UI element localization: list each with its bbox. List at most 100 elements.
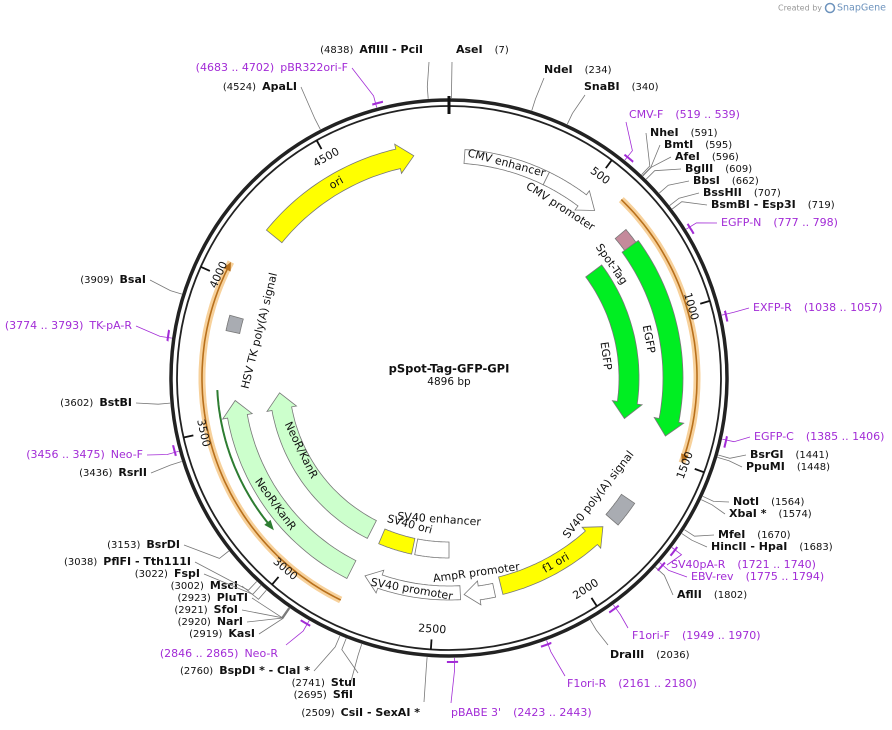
site-name: BglII: [685, 162, 713, 175]
site-name: SfoI: [214, 603, 238, 616]
site-position: (519 .. 539): [675, 108, 740, 121]
primer-label: SV40pA-R (1721 .. 1740): [671, 558, 816, 571]
enzyme-line: [669, 192, 700, 206]
site-name: AflII: [677, 588, 702, 601]
site-name: SfiI: [333, 688, 353, 701]
site-position: (3436): [79, 468, 112, 479]
site-name: PpuMI: [746, 460, 785, 473]
enzyme-line: [531, 77, 545, 111]
site-position: (3602): [60, 398, 93, 409]
primer-mark: [669, 546, 679, 557]
site-name: NdeI: [544, 63, 573, 76]
site-name: CsiI - SexAI *: [341, 706, 421, 719]
orf-head: [681, 453, 689, 463]
enzyme-line: [702, 495, 730, 503]
site-name: BbsI: [693, 174, 720, 187]
feature-arrow: [463, 580, 497, 606]
enzyme-label: BmtI (595): [664, 138, 732, 151]
enzyme-line: [194, 561, 257, 591]
site-position: (719): [808, 200, 835, 211]
primer-line: [624, 121, 633, 161]
site-position: (2923): [177, 593, 210, 604]
feature-label: NeoR/KanR: [252, 475, 299, 533]
tick-label: 2000: [570, 576, 601, 602]
enzyme-line: [566, 94, 586, 125]
feature-label: EGFP: [640, 324, 658, 355]
primer-line: [135, 325, 172, 339]
tick-mark: [699, 300, 711, 305]
enzyme-label: NdeI (234): [544, 63, 612, 76]
primer-mark: [540, 642, 552, 648]
site-position: (1775 .. 1794): [746, 570, 825, 583]
tick-mark: [271, 576, 280, 586]
site-name: PluTI: [217, 591, 248, 604]
enzyme-label: (2923) PluTI: [177, 591, 248, 604]
primer-mark: [723, 435, 728, 449]
enzyme-label: BglII (609): [685, 162, 752, 175]
primer-label: EGFP-N (777 .. 798): [721, 216, 838, 229]
feature-arrow: [585, 264, 644, 420]
primer-mark: [686, 223, 695, 235]
enzyme-label: (4524) ApaLI: [223, 80, 297, 93]
feature-arrow: [364, 569, 462, 601]
site-position: (596): [712, 152, 739, 163]
site-name: BmtI: [664, 138, 693, 151]
orf-head: [223, 262, 231, 272]
orf-line: [216, 390, 270, 525]
site-name: CMV-F: [629, 108, 663, 121]
site-position: (3456 .. 3475): [26, 448, 105, 461]
enzyme-line: [718, 454, 747, 459]
primer-label: CMV-F (519 .. 539): [629, 108, 740, 121]
enzyme-line: [701, 499, 726, 515]
site-name: BsmBI - Esp3I: [711, 198, 796, 211]
enzyme-line: [349, 643, 363, 686]
primer-label: EGFP-C (1385 .. 1406): [754, 430, 884, 443]
enzyme-label: NotI (1564): [733, 495, 804, 508]
primer-line: [546, 640, 566, 677]
enzyme-label: BssHII (707): [703, 186, 781, 199]
feature-arrow: [266, 392, 377, 539]
primer-mark: [623, 153, 634, 163]
tick-mark: [315, 139, 323, 150]
primer-label: (4683 .. 4702) pBR322ori-F: [196, 61, 348, 74]
site-name: pBABE 3': [451, 706, 501, 719]
enzyme-label: AseI (7): [456, 43, 509, 56]
enzyme-label: (3602) BstBI: [60, 396, 132, 409]
site-position: (1949 .. 1970): [682, 629, 761, 642]
site-position: (591): [691, 128, 718, 139]
feature-arrow: [414, 538, 450, 559]
primer-line: [351, 67, 378, 108]
site-position: (4524): [223, 82, 256, 93]
enzyme-label: (2509) CsiI - SexAI *: [301, 706, 420, 719]
site-name: TK-pA-R: [88, 319, 132, 332]
site-name: BstBI: [99, 396, 132, 409]
enzyme-line: [642, 156, 672, 177]
enzyme-line: [717, 457, 743, 468]
map-length: 4896 bp: [427, 376, 471, 388]
enzyme-label: (2695) SfiI: [294, 688, 353, 701]
site-name: Neo-F: [111, 448, 143, 461]
enzyme-label: (2920) NarI: [178, 615, 243, 628]
site-name: SnaBI: [584, 80, 620, 93]
enzyme-label: (3909) BsaI: [80, 273, 146, 286]
enzyme-label: (3038) PflFI - Tth111I: [64, 555, 191, 568]
primer-label: F1ori-F (1949 .. 1970): [632, 629, 761, 642]
site-name: AfeI: [675, 150, 700, 163]
site-position: (1721 .. 1740): [737, 558, 816, 571]
site-position: (777 .. 798): [773, 216, 838, 229]
enzyme-label: HincII - HpaI (1683): [711, 540, 833, 553]
site-name: AflIII - PciI: [359, 43, 423, 56]
primer-label: EBV-rev (1775 .. 1794): [691, 570, 824, 583]
primer-label: (3774 .. 3793) TK-pA-R: [5, 319, 133, 332]
site-name: BsaI: [120, 273, 146, 286]
site-position: (3909): [80, 275, 113, 286]
enzyme-line: [241, 607, 290, 619]
feature-arrow: [498, 526, 604, 595]
site-position: (3022): [135, 569, 168, 580]
site-position: (609): [725, 164, 752, 175]
feature-arrow: [265, 143, 415, 244]
site-name: EGFP-C: [754, 430, 794, 443]
site-name: XbaI *: [729, 507, 767, 520]
site-position: (7): [495, 45, 509, 56]
orf-line: [620, 199, 698, 457]
